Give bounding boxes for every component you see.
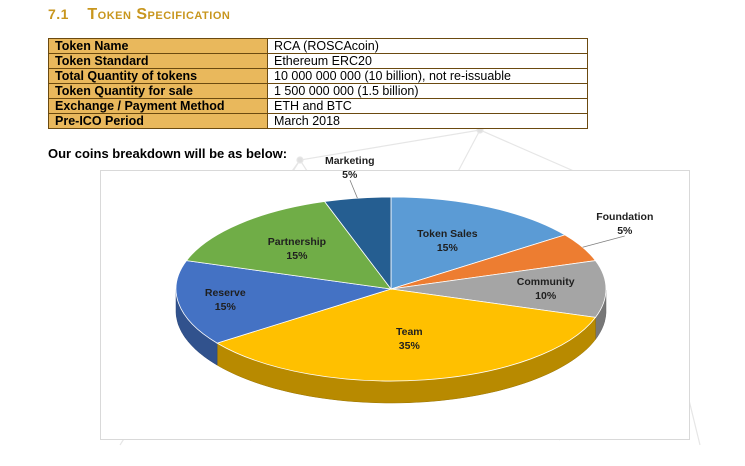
spec-row: Total Quantity of tokens 10 000 000 000 (… (48, 68, 588, 84)
spec-value: RCA (ROSCAcoin) (267, 38, 588, 54)
pie-leader-line (349, 179, 358, 199)
pie-slice-partnership (185, 201, 392, 290)
pie-label-category: Reserve (204, 287, 246, 300)
spec-row: Token Quantity for sale 1 500 000 000 (1.… (48, 83, 588, 99)
spec-row: Token Name RCA (ROSCAcoin) (48, 38, 588, 54)
pie-chart (175, 179, 625, 404)
pie-label-community: Community 10% (517, 275, 575, 303)
spec-key: Exchange / Payment Method (48, 98, 268, 114)
spec-key: Token Standard (48, 53, 268, 69)
pie-label-foundation: Foundation 5% (596, 210, 653, 238)
spec-row: Exchange / Payment Method ETH and BTC (48, 98, 588, 114)
spec-value: Ethereum ERC20 (267, 53, 588, 69)
spec-key: Total Quantity of tokens (48, 68, 268, 84)
pie-label-percent: 35% (398, 339, 420, 352)
pie-label-percent: 15% (286, 249, 308, 262)
pie-label-marketing: Marketing 5% (325, 154, 375, 182)
pie-label-category: Token Sales (417, 228, 478, 241)
pie-label-category: Partnership (267, 235, 327, 248)
breakdown-intro-text: Our coins breakdown will be as below: (48, 146, 288, 161)
spec-row: Token Standard Ethereum ERC20 (48, 53, 588, 69)
pie-label-percent: 5% (342, 169, 358, 182)
pie-label-percent: 15% (214, 301, 236, 314)
section-heading: 7.1 Token Specification (48, 6, 230, 24)
pie-slice-token-sales (390, 196, 566, 290)
pie-label-category: Team (395, 325, 423, 338)
spec-key: Token Name (48, 38, 268, 54)
section-title: Token Specification (87, 6, 231, 23)
pie-label-token-sales: Token Sales 15% (417, 227, 478, 255)
pie-slice-reserve (175, 260, 392, 344)
spec-value: 1 500 000 000 (1.5 billion) (267, 83, 588, 99)
pie-leader-line (582, 235, 625, 248)
pie-label-percent: 10% (535, 290, 557, 302)
pie-slice-team (216, 288, 597, 382)
pie-chart-frame: Token Sales 15% Foundation 5% Community 10% Te… (100, 155, 690, 440)
pie-slice-marketing (323, 196, 392, 291)
spec-key: Token Quantity for sale (48, 83, 268, 99)
spec-value: March 2018 (267, 113, 588, 129)
pie-label-team: Team 35% (396, 325, 423, 353)
spec-value: ETH and BTC (267, 98, 588, 114)
pie-label-category: Community (516, 276, 575, 288)
section-number: 7.1 (48, 6, 69, 22)
spec-row: Pre-ICO Period March 2018 (48, 113, 588, 129)
pie-label-partnership: Partnership 15% (268, 235, 326, 263)
token-spec-table: Token Name RCA (ROSCAcoin) Token Standard E… (48, 38, 588, 129)
pie-label-category: Marketing (324, 155, 375, 168)
pie-label-percent: 15% (436, 242, 458, 255)
spec-value: 10 000 000 000 (10 billion), not re-issu… (267, 68, 588, 84)
spec-key: Pre-ICO Period (48, 113, 268, 129)
pie-label-category: Foundation (596, 211, 654, 224)
pie-slice-community (390, 260, 607, 318)
pie-label-percent: 5% (617, 225, 633, 238)
pie-label-reserve: Reserve 15% (205, 286, 246, 314)
